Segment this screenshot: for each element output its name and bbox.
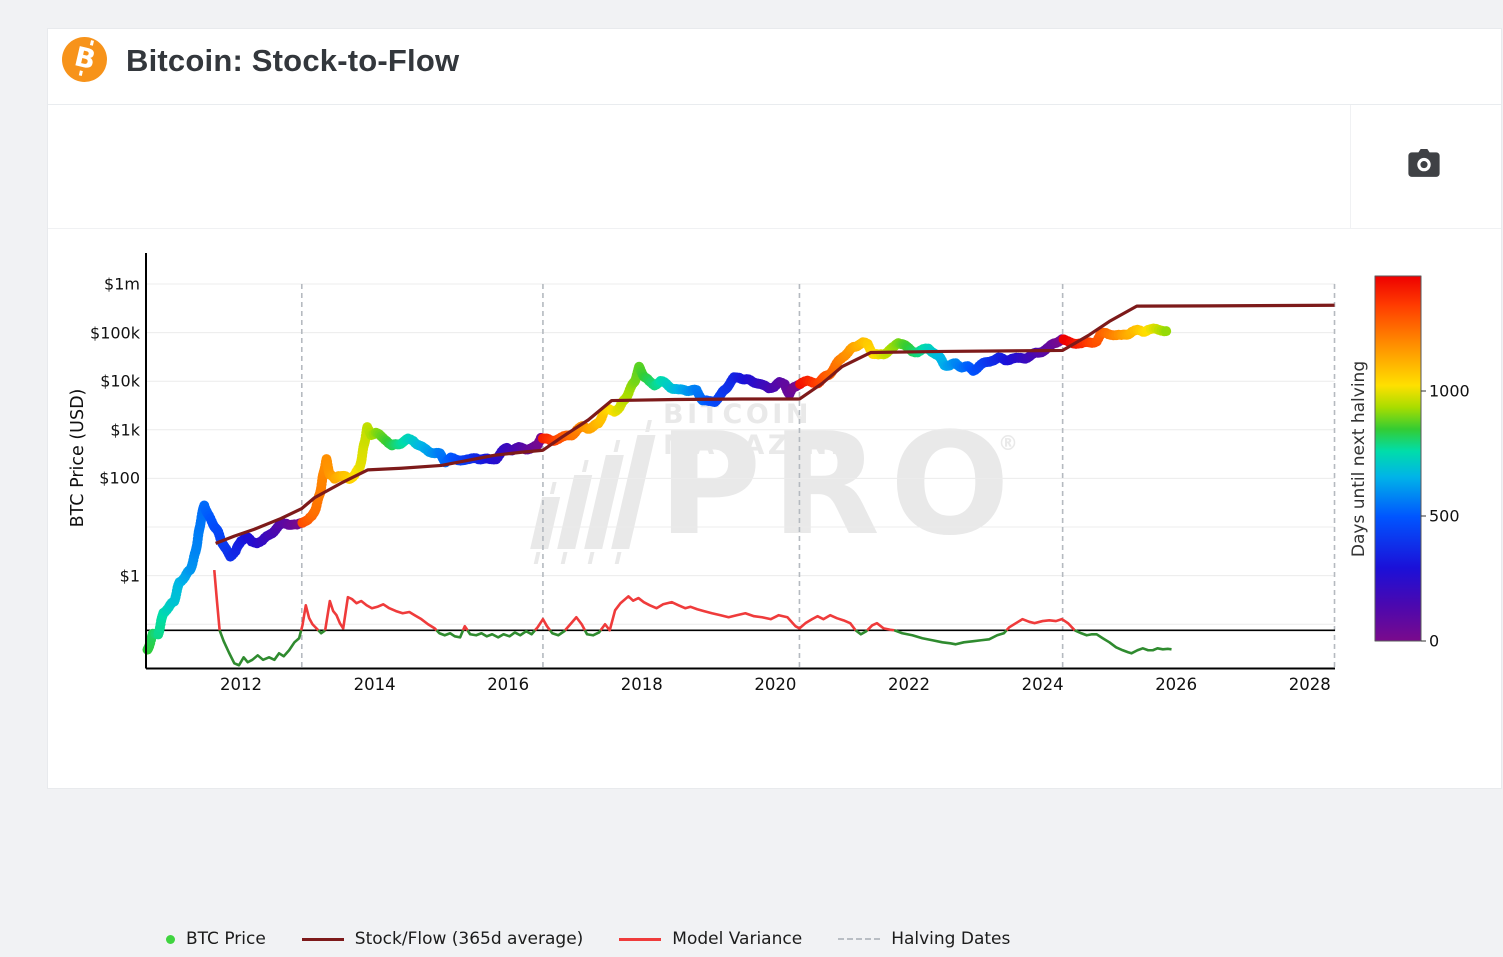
stock-to-flow-chart: BITCOIN MAGAZINE PRO ® BTC Price (USD) D… <box>48 229 1503 949</box>
btc-price-dot-swatch <box>166 934 175 944</box>
bitcoin-logo-icon: B <box>62 37 107 82</box>
model-variance-line-swatch <box>619 937 662 941</box>
stock-flow-line-swatch <box>301 937 344 941</box>
legend-item-stock-flow[interactable]: Stock/Flow (365d average) <box>301 929 583 949</box>
halving-dates-dash-swatch <box>838 938 881 940</box>
header: B Bitcoin: Stock-to-Flow <box>48 29 1501 105</box>
legend-item-halving-dates[interactable]: Halving Dates <box>838 929 1010 949</box>
camera-icon <box>1407 149 1441 181</box>
download-png-button[interactable] <box>1404 147 1444 183</box>
toolbar-divider-horizontal <box>48 228 1501 229</box>
chart-card: B Bitcoin: Stock-to-Flow BITCOIN MAGAZIN… <box>47 28 1503 949</box>
toolbar-divider-vertical <box>1350 105 1351 228</box>
page-title: Bitcoin: Stock-to-Flow <box>126 43 460 78</box>
chart-legend: BTC Price Stock/Flow (365d average) Mode… <box>166 921 1010 957</box>
legend-item-model-variance[interactable]: Model Variance <box>619 929 802 949</box>
chart-canvas[interactable] <box>48 229 1503 790</box>
legend-item-btc-price[interactable]: BTC Price <box>166 929 266 949</box>
